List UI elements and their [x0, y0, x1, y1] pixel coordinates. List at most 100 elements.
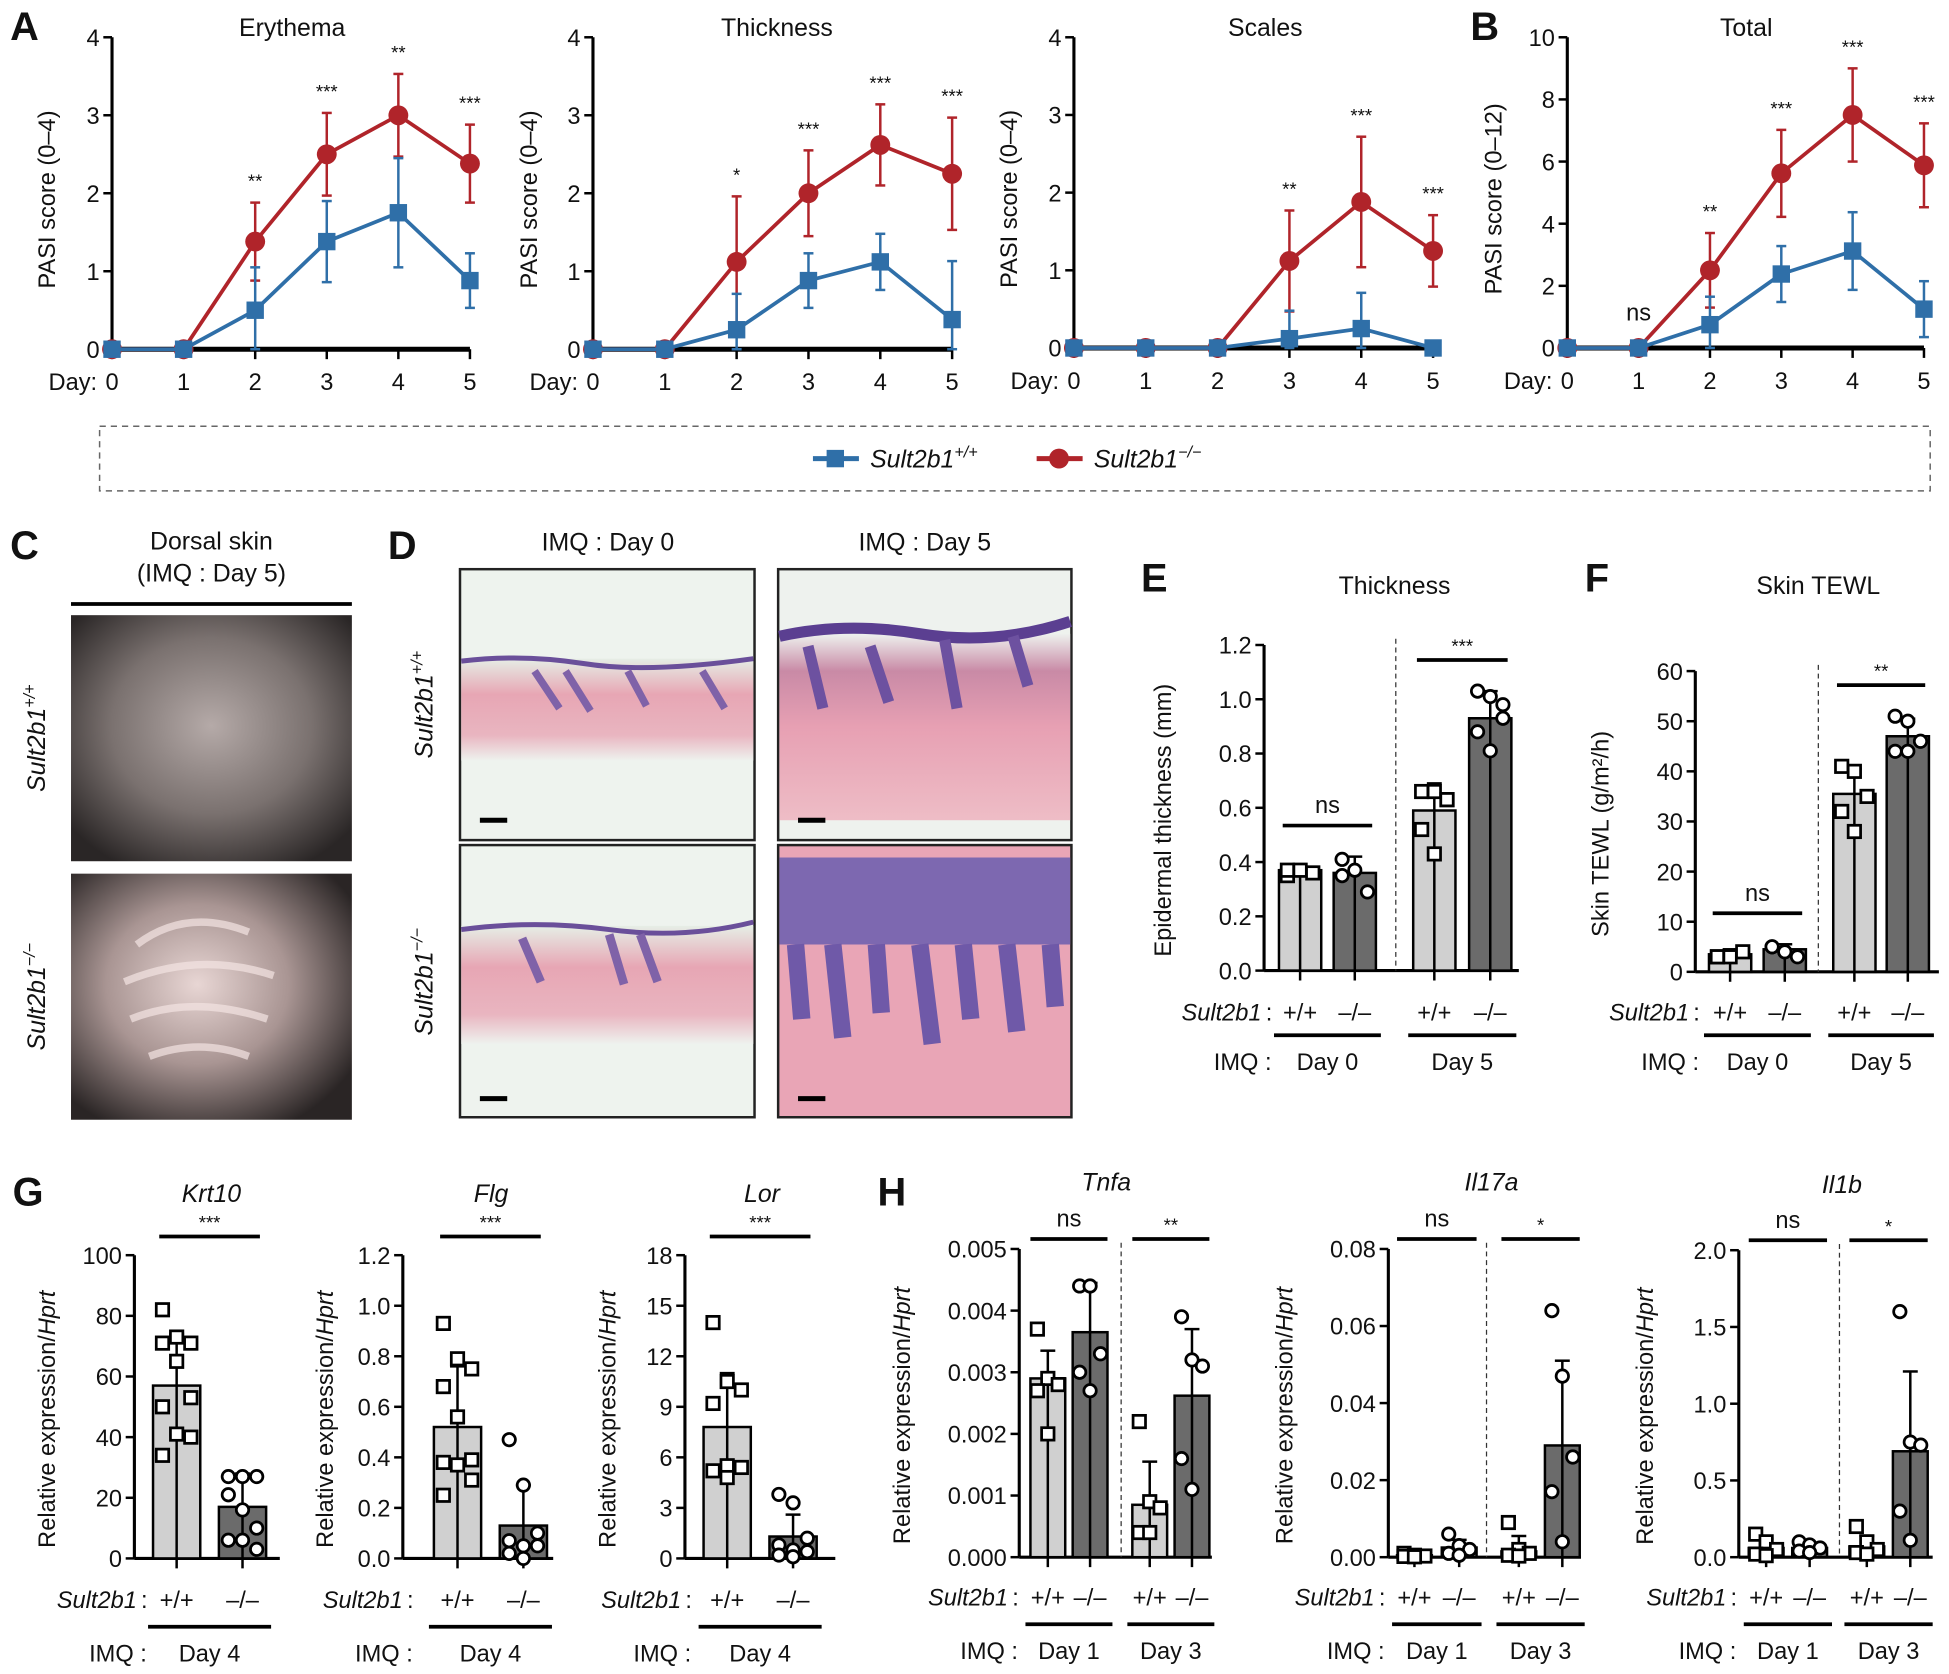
- genotype-label: +/+: [160, 1588, 194, 1614]
- data-point-square: [1843, 242, 1862, 260]
- genotype-label: +/+: [1837, 1000, 1871, 1026]
- genotype-row-label: Sult2b1: [57, 1588, 137, 1614]
- panel-label-h: H: [878, 1170, 907, 1214]
- genotype-label: +/+: [1502, 1586, 1536, 1612]
- bar-chart-thickness: Thickness Epidermal thickness (mm) 0.0 0.2 0…: [1151, 573, 1519, 1076]
- significance-label: *: [733, 164, 740, 185]
- genotype-label: –/–: [1894, 1586, 1928, 1612]
- data-point-square: [318, 232, 336, 251]
- x-tick-label: 3: [320, 370, 333, 396]
- data-point-circle: [1451, 1547, 1467, 1563]
- legend-ko-label: Sult2b1−/−: [1094, 443, 1202, 473]
- genotype-label: +/+: [440, 1588, 474, 1614]
- data-point-square: [656, 340, 674, 358]
- genotype-label: –/–: [1338, 1000, 1372, 1026]
- significance-label: ns: [1056, 1207, 1081, 1233]
- data-point-square: [1915, 300, 1933, 318]
- y-tick-label: 1: [1048, 259, 1061, 285]
- data-point-circle: [1194, 1358, 1211, 1374]
- data-point-circle: [1554, 1534, 1570, 1550]
- data-point-circle: [1892, 1503, 1908, 1519]
- data-point-square: [246, 301, 264, 319]
- y-tick-label: 0: [1542, 337, 1555, 363]
- y-tick-label: 3: [659, 1497, 672, 1523]
- data-point-circle: [1802, 1544, 1818, 1561]
- x-axis-label: Day:: [49, 370, 98, 396]
- y-tick-label: 0.0: [1219, 959, 1252, 985]
- y-tick-label: 20: [1657, 860, 1683, 886]
- line-chart-total: Total PASI score (0–12) 0 2 4 6 8 10 0 1 2 3 4 5 Day: n…: [1481, 15, 1934, 395]
- y-tick-label: 8: [1542, 88, 1555, 114]
- data-point-square: [1834, 758, 1850, 774]
- data-point-square: [1292, 862, 1308, 878]
- y-tick-label: 50: [1657, 710, 1683, 736]
- x-tick-label: 5: [463, 370, 476, 396]
- genotype-row-colon: :: [1693, 1000, 1700, 1026]
- data-point-circle: [1764, 939, 1780, 955]
- y-tick-label: 9: [659, 1396, 672, 1422]
- significance-label: **: [248, 171, 263, 192]
- genotype-row-label: Sult2b1: [1295, 1586, 1375, 1612]
- genotype-label: –/–: [1891, 1000, 1925, 1026]
- genotype-label: –/–: [777, 1588, 811, 1614]
- data-point-square: [1772, 265, 1791, 283]
- group-label: Day 5: [1431, 1050, 1493, 1076]
- y-axis-label-text: Relative expression/: [1273, 1331, 1299, 1544]
- y-tick-label: 0.04: [1330, 1392, 1376, 1418]
- y-tick-label: 0: [109, 1547, 122, 1573]
- chart-title: Krt10: [182, 1181, 242, 1208]
- data-point-circle: [515, 1477, 531, 1493]
- significance-label: ***: [199, 1212, 221, 1233]
- x-tick-label: 4: [392, 370, 405, 396]
- significance-label: ***: [459, 93, 481, 114]
- data-point-square: [733, 1459, 749, 1476]
- x-tick-label: 2: [730, 370, 743, 396]
- histology-col-day0: IMQ : Day 0: [542, 530, 675, 557]
- chart-title: Flg: [474, 1181, 509, 1208]
- y-tick-label: 0.8: [1219, 742, 1252, 768]
- data-point-square: [705, 1395, 721, 1412]
- data-point-circle: [798, 183, 819, 204]
- data-point-circle: [1902, 1532, 1918, 1548]
- y-axis-label: PASI score (0–4): [997, 110, 1023, 288]
- chart-title: Skin TEWL: [1756, 573, 1880, 600]
- y-tick-label: 2: [567, 182, 580, 208]
- data-point-circle: [1495, 697, 1511, 713]
- data-point-square: [1709, 949, 1726, 965]
- y-tick-label: 4: [1048, 26, 1061, 52]
- y-tick-label: 0.5: [1694, 1469, 1727, 1495]
- imq-row-label: IMQ :: [633, 1642, 691, 1668]
- y-tick-label: 2: [1048, 181, 1061, 207]
- x-axis-label: Day:: [1504, 369, 1553, 395]
- y-axis-label-italic: Hprt: [35, 1289, 61, 1335]
- data-point-square: [1848, 1518, 1864, 1535]
- y-axis-label-text: Relative expression/: [890, 1331, 916, 1544]
- y-axis-label: Relative expression/Hprt: [1633, 1286, 1659, 1545]
- data-point-circle: [316, 144, 337, 165]
- y-tick-label: 4: [1542, 212, 1555, 238]
- data-point-circle: [249, 1520, 265, 1536]
- y-tick-label: 0: [1048, 337, 1061, 363]
- x-tick-label: 1: [1632, 369, 1645, 395]
- legend-wt-label: Sult2b1+/+: [870, 443, 978, 473]
- data-point-circle: [1900, 713, 1916, 729]
- data-point-square: [799, 271, 818, 290]
- y-tick-label: 30: [1657, 810, 1683, 836]
- imq-row-label: IMQ :: [1214, 1050, 1272, 1076]
- series-wt: [1558, 210, 1933, 357]
- data-point-square: [449, 1457, 466, 1473]
- genotype-label: –/–: [1474, 1000, 1508, 1026]
- y-tick-label: 3: [86, 104, 99, 130]
- data-point-square: [1846, 763, 1862, 779]
- data-point-square: [1050, 1377, 1066, 1393]
- y-axis-label: Relative expression/Hprt: [1273, 1285, 1299, 1544]
- genotype-label: –/–: [1443, 1586, 1477, 1612]
- significance-label: ***: [941, 86, 963, 107]
- y-tick-label: 0.4: [1219, 851, 1252, 877]
- data-point-circle: [1913, 1437, 1929, 1453]
- significance-label: **: [1164, 1215, 1179, 1236]
- genotype-row-colon: :: [1379, 1586, 1386, 1612]
- y-tick-label: 2: [86, 182, 99, 208]
- x-tick-label: 0: [1067, 369, 1080, 395]
- data-point-square: [449, 1351, 466, 1367]
